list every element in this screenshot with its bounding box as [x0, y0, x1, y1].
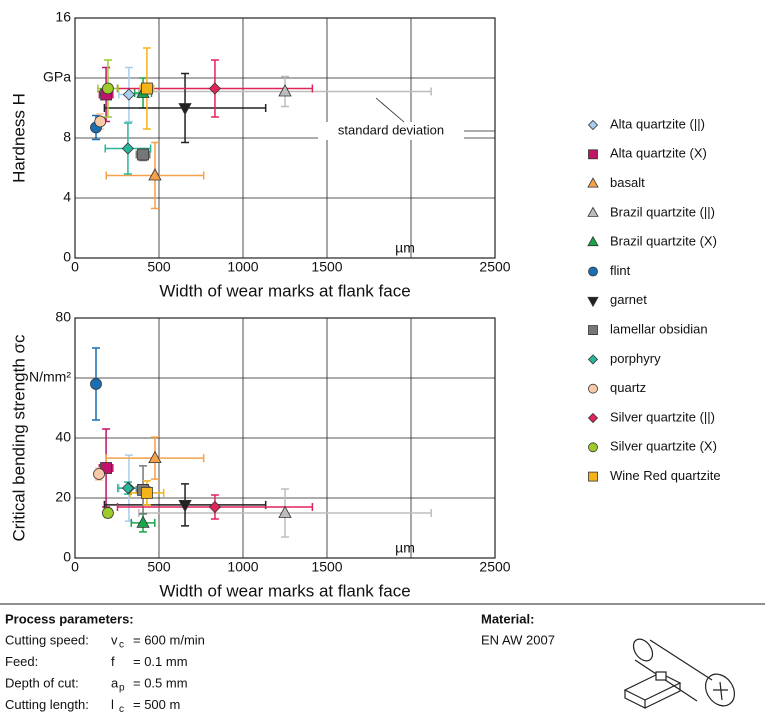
legend-marker	[587, 177, 599, 188]
marker	[278, 505, 292, 518]
marker	[141, 82, 153, 95]
marker	[141, 486, 153, 499]
legend-label: Alta quartzite (X)	[610, 146, 707, 161]
marker	[94, 115, 107, 128]
x-tick-label: 1500	[311, 259, 342, 275]
x-tick-label: 0	[71, 259, 79, 275]
legend-marker	[588, 383, 598, 394]
y-tick-label: 20	[55, 489, 71, 505]
x-tick-label: 2500	[479, 559, 510, 575]
marker	[178, 499, 192, 513]
param-value: = 600 m/min	[133, 632, 205, 647]
param-value: = 0.5 mm	[133, 675, 188, 690]
legend-marker	[587, 412, 599, 424]
legend-label: Brazil quartzite (X)	[610, 234, 717, 249]
plot-frame	[74, 17, 496, 259]
tool-illustration	[623, 638, 736, 709]
y-tick-label: 16	[55, 9, 71, 25]
y-tick-label: 0	[63, 549, 71, 565]
x-axis-title: Width of wear marks at flank face	[159, 581, 410, 600]
legend-label: basalt	[610, 175, 645, 190]
legend-marker	[588, 266, 598, 277]
param-subscript: c	[119, 704, 124, 715]
param-label: Cutting length:	[5, 697, 89, 712]
material-value: EN AW 2007	[481, 632, 555, 647]
material-title: Material:	[481, 611, 534, 626]
legend-marker	[588, 149, 598, 160]
legend-label: Silver quartzite (X)	[610, 439, 717, 454]
x-tick-label: 500	[147, 259, 171, 275]
x-tick-label: 2500	[479, 259, 510, 275]
y-tick-label: 80	[55, 309, 71, 325]
x-tick-label: 500	[147, 559, 171, 575]
y-tick-label: 40	[55, 429, 71, 445]
legend-marker	[587, 354, 599, 365]
param-symbol: f	[111, 654, 115, 669]
param-symbol: l	[111, 697, 114, 712]
process-title: Process parameters:	[5, 611, 134, 626]
legend-label: flint	[610, 263, 631, 278]
param-subscript: c	[119, 640, 124, 651]
legend-label: Silver quartzite (||)	[610, 409, 715, 424]
legend-label: Alta quartzite (||)	[610, 116, 705, 131]
marker	[90, 378, 102, 390]
marker	[148, 450, 162, 464]
legend-marker	[587, 119, 599, 131]
x-tick-label: 1500	[311, 559, 342, 575]
y-axis-title: Hardness H	[9, 93, 28, 183]
y-tick-label: 4	[63, 189, 71, 205]
legend-marker	[588, 325, 598, 336]
legend-marker	[588, 471, 598, 482]
marker	[121, 142, 134, 155]
legend-label: lamellar obsidian	[610, 322, 708, 337]
y-axis-title: Critical bending strength σc	[9, 334, 28, 542]
marker	[148, 168, 162, 181]
marker	[178, 103, 192, 116]
param-subscript: p	[119, 683, 125, 694]
legend-marker	[587, 235, 599, 247]
param-label: Cutting speed:	[5, 632, 89, 647]
marker	[137, 148, 149, 161]
annotation: standard deviation	[338, 122, 444, 137]
marker	[93, 468, 105, 480]
marker	[121, 482, 134, 495]
legend-label: Brazil quartzite (||)	[610, 204, 715, 219]
marker	[208, 82, 222, 95]
x-tick-label: µm	[395, 240, 415, 256]
x-tick-label: µm	[395, 540, 415, 556]
legend-marker	[587, 206, 599, 217]
legend-label: quartz	[610, 380, 646, 395]
x-tick-label: 1000	[227, 259, 258, 275]
param-value: = 0.1 mm	[133, 654, 188, 669]
param-symbol: v	[111, 632, 118, 647]
x-tick-label: 0	[71, 559, 79, 575]
y-tick-label: 0	[63, 249, 71, 265]
param-label: Depth of cut:	[5, 675, 79, 690]
marker	[102, 82, 114, 95]
x-axis-title: Width of wear marks at flank face	[159, 281, 410, 300]
param-value: = 500 m	[133, 697, 180, 712]
marker	[278, 84, 292, 97]
y-tick-label: GPa	[43, 69, 71, 85]
plot-frame	[74, 317, 496, 559]
y-tick-label: 8	[63, 129, 71, 145]
legend-label: garnet	[610, 292, 647, 307]
marker	[100, 462, 112, 474]
legend-label: Wine Red quartzite	[610, 468, 721, 483]
marker	[136, 515, 150, 528]
legend-marker	[588, 442, 598, 453]
marker	[122, 88, 135, 101]
legend-label: porphyry	[610, 351, 661, 366]
param-symbol: a	[111, 675, 119, 690]
annotation-bg	[318, 122, 464, 140]
marker	[208, 500, 222, 514]
legend-marker	[587, 296, 599, 308]
x-tick-label: 1000	[227, 559, 258, 575]
annotation-leader	[375, 97, 405, 123]
y-tick-label: N/mm²	[29, 369, 71, 385]
param-label: Feed:	[5, 654, 38, 669]
marker	[102, 507, 114, 519]
